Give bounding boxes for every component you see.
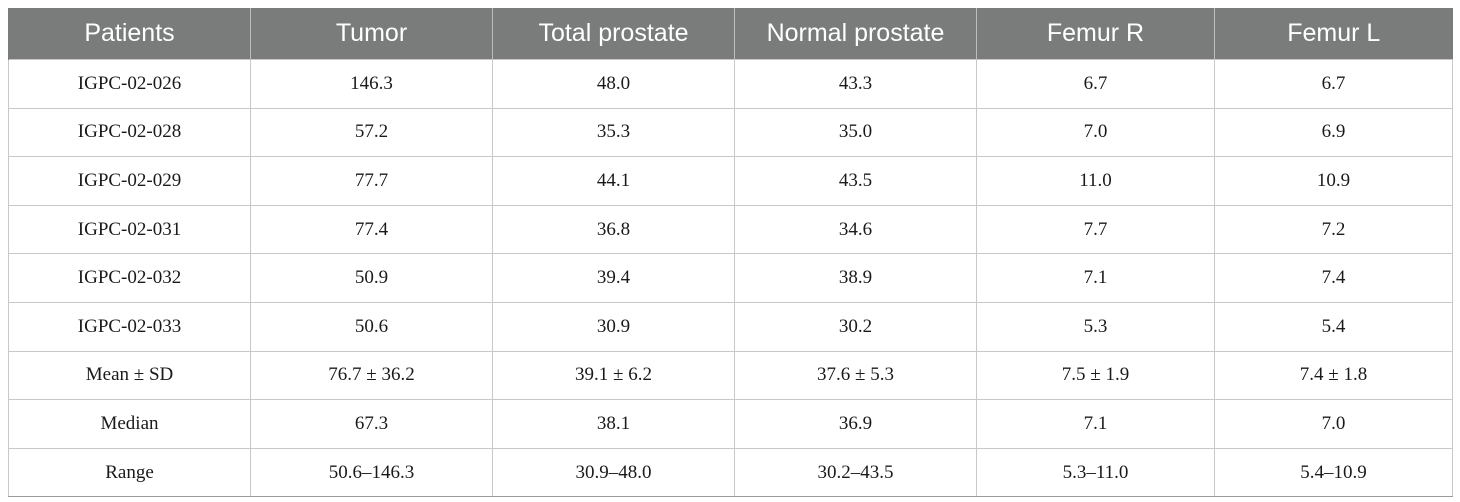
cell-label: Range [8, 447, 251, 498]
cell-patient: IGPC-02-026 [8, 59, 251, 109]
summary-row-mean-sd: Mean ± SD 76.7 ± 36.2 39.1 ± 6.2 37.6 ± … [8, 350, 1453, 401]
cell-tumor: 77.4 [250, 204, 493, 255]
header-normal-prostate: Normal prostate [734, 8, 977, 60]
cell-total-prostate: 44.1 [492, 156, 735, 206]
cell-normal-prostate: 35.0 [734, 107, 977, 158]
cell-femur-l: 6.9 [1214, 107, 1453, 158]
cell-tumor: 50.6–146.3 [250, 447, 493, 498]
cell-femur-r: 7.1 [976, 399, 1215, 449]
table-row: IGPC-02-029 77.7 44.1 43.5 11.0 10.9 [8, 156, 1453, 206]
cell-total-prostate: 36.8 [492, 204, 735, 255]
cell-normal-prostate: 43.3 [734, 59, 977, 109]
cell-tumor: 146.3 [250, 59, 493, 109]
cell-patient: IGPC-02-031 [8, 204, 251, 255]
cell-femur-l: 7.2 [1214, 204, 1453, 255]
cell-total-prostate: 48.0 [492, 59, 735, 109]
cell-femur-r: 5.3 [976, 301, 1215, 352]
cell-normal-prostate: 38.9 [734, 253, 977, 303]
cell-femur-r: 11.0 [976, 156, 1215, 206]
cell-total-prostate: 38.1 [492, 399, 735, 449]
table-header: Patients Tumor Total prostate Normal pro… [8, 8, 1453, 60]
cell-normal-prostate: 34.6 [734, 204, 977, 255]
cell-patient: IGPC-02-033 [8, 301, 251, 352]
cell-femur-r: 5.3–11.0 [976, 447, 1215, 498]
cell-femur-l: 7.0 [1214, 399, 1453, 449]
header-row: Patients Tumor Total prostate Normal pro… [8, 8, 1453, 60]
cell-label: Mean ± SD [8, 350, 251, 401]
cell-tumor: 67.3 [250, 399, 493, 449]
header-patients: Patients [8, 8, 251, 60]
cell-total-prostate: 35.3 [492, 107, 735, 158]
cell-tumor: 77.7 [250, 156, 493, 206]
data-table: Patients Tumor Total prostate Normal pro… [8, 8, 1453, 498]
cell-femur-r: 7.7 [976, 204, 1215, 255]
cell-total-prostate: 39.1 ± 6.2 [492, 350, 735, 401]
summary-row-range: Range 50.6–146.3 30.9–48.0 30.2–43.5 5.3… [8, 447, 1453, 498]
cell-femur-l: 5.4–10.9 [1214, 447, 1453, 498]
cell-femur-l: 10.9 [1214, 156, 1453, 206]
cell-femur-l: 6.7 [1214, 59, 1453, 109]
header-tumor: Tumor [250, 8, 493, 60]
table-row: IGPC-02-028 57.2 35.3 35.0 7.0 6.9 [8, 107, 1453, 158]
header-femur-r: Femur R [976, 8, 1215, 60]
summary-row-median: Median 67.3 38.1 36.9 7.1 7.0 [8, 399, 1453, 449]
header-femur-l: Femur L [1214, 8, 1453, 60]
cell-femur-r: 7.1 [976, 253, 1215, 303]
cell-patient: IGPC-02-032 [8, 253, 251, 303]
table-body: IGPC-02-026 146.3 48.0 43.3 6.7 6.7 IGPC… [8, 59, 1453, 498]
cell-femur-r: 6.7 [976, 59, 1215, 109]
cell-tumor: 50.9 [250, 253, 493, 303]
cell-total-prostate: 30.9 [492, 301, 735, 352]
table-row: IGPC-02-031 77.4 36.8 34.6 7.7 7.2 [8, 204, 1453, 255]
cell-label: Median [8, 399, 251, 449]
cell-femur-l: 7.4 [1214, 253, 1453, 303]
header-total-prostate: Total prostate [492, 8, 735, 60]
cell-femur-r: 7.5 ± 1.9 [976, 350, 1215, 401]
cell-femur-l: 5.4 [1214, 301, 1453, 352]
cell-patient: IGPC-02-028 [8, 107, 251, 158]
cell-normal-prostate: 30.2–43.5 [734, 447, 977, 498]
table-row: IGPC-02-026 146.3 48.0 43.3 6.7 6.7 [8, 59, 1453, 109]
cell-normal-prostate: 43.5 [734, 156, 977, 206]
cell-tumor: 57.2 [250, 107, 493, 158]
cell-normal-prostate: 36.9 [734, 399, 977, 449]
cell-femur-l: 7.4 ± 1.8 [1214, 350, 1453, 401]
cell-total-prostate: 39.4 [492, 253, 735, 303]
cell-patient: IGPC-02-029 [8, 156, 251, 206]
cell-tumor: 50.6 [250, 301, 493, 352]
cell-tumor: 76.7 ± 36.2 [250, 350, 493, 401]
cell-normal-prostate: 30.2 [734, 301, 977, 352]
cell-total-prostate: 30.9–48.0 [492, 447, 735, 498]
table-row: IGPC-02-032 50.9 39.4 38.9 7.1 7.4 [8, 253, 1453, 303]
cell-femur-r: 7.0 [976, 107, 1215, 158]
table-row: IGPC-02-033 50.6 30.9 30.2 5.3 5.4 [8, 301, 1453, 352]
cell-normal-prostate: 37.6 ± 5.3 [734, 350, 977, 401]
